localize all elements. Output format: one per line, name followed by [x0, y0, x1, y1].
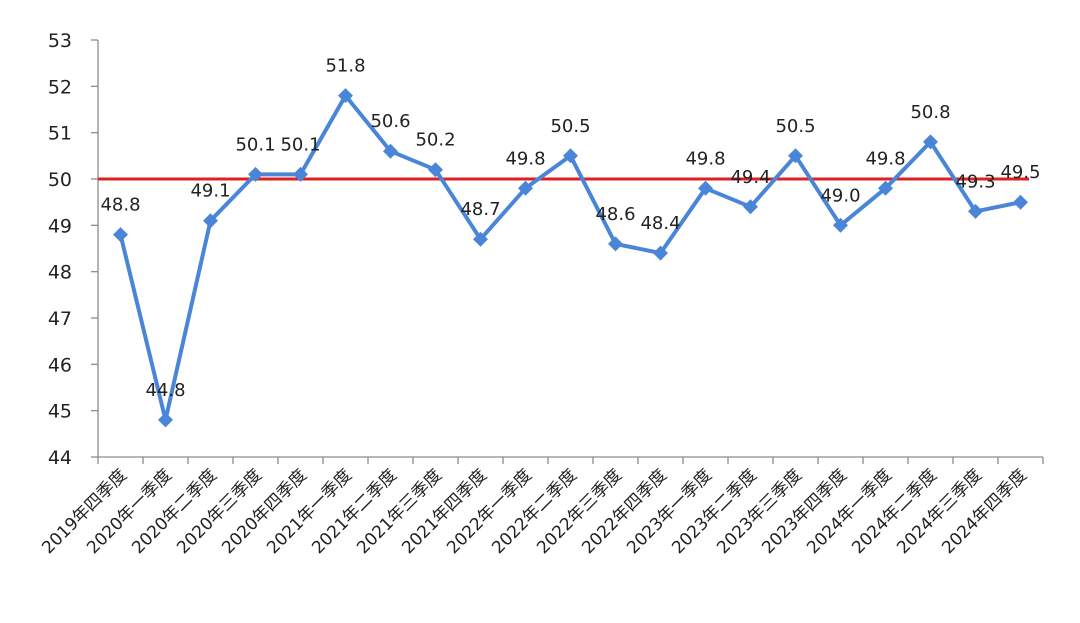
- data-point-marker: [563, 148, 578, 164]
- data-point-marker: [878, 180, 893, 196]
- y-tick-label: 49: [48, 215, 72, 237]
- data-point-marker: [1013, 194, 1028, 210]
- data-point-marker: [653, 245, 668, 261]
- data-point-marker: [743, 199, 758, 215]
- data-label: 48.7: [460, 199, 500, 220]
- data-label: 50.1: [280, 134, 320, 155]
- y-tick-label: 44: [48, 447, 72, 469]
- data-point-marker: [203, 213, 218, 229]
- y-tick-label: 48: [48, 262, 72, 284]
- data-label: 50.1: [235, 134, 275, 155]
- data-point-marker: [383, 143, 398, 159]
- data-label: 51.8: [325, 56, 365, 77]
- y-tick-label: 47: [48, 308, 72, 330]
- data-label: 44.8: [145, 380, 185, 401]
- data-point-marker: [923, 134, 938, 150]
- data-point-marker: [473, 231, 488, 247]
- data-label: 48.4: [640, 213, 680, 234]
- data-point-marker: [518, 180, 533, 196]
- data-point-marker: [833, 217, 848, 233]
- y-tick-label: 45: [48, 401, 72, 423]
- data-label: 50.8: [910, 102, 950, 123]
- data-point-marker: [428, 162, 443, 178]
- data-label: 50.2: [415, 130, 455, 151]
- data-label: 48.8: [100, 195, 140, 216]
- data-label: 49.8: [865, 148, 905, 169]
- data-label: 49.8: [505, 148, 545, 169]
- data-point-marker: [113, 227, 128, 243]
- data-point-marker: [338, 88, 353, 104]
- data-label: 49.0: [820, 185, 860, 206]
- data-point-marker: [698, 180, 713, 196]
- data-label: 50.5: [775, 116, 815, 137]
- data-point-marker: [788, 148, 803, 164]
- y-tick-label: 46: [48, 354, 72, 376]
- data-point-marker: [158, 412, 173, 428]
- data-point-marker: [968, 203, 983, 219]
- y-tick-label: 50: [48, 169, 72, 191]
- y-tick-label: 52: [48, 76, 72, 98]
- data-label: 50.6: [370, 111, 410, 132]
- data-point-marker: [608, 236, 623, 252]
- data-label: 49.4: [730, 167, 770, 188]
- data-label: 49.1: [190, 181, 230, 202]
- data-point-marker: [293, 166, 308, 182]
- data-point-marker: [248, 166, 263, 182]
- data-label: 48.6: [595, 204, 635, 225]
- y-tick-label: 53: [48, 30, 72, 52]
- data-label: 49.3: [955, 171, 995, 192]
- data-label: 49.5: [1000, 162, 1040, 183]
- data-label: 50.5: [550, 116, 590, 137]
- data-label: 49.8: [685, 148, 725, 169]
- y-tick-label: 51: [48, 123, 72, 145]
